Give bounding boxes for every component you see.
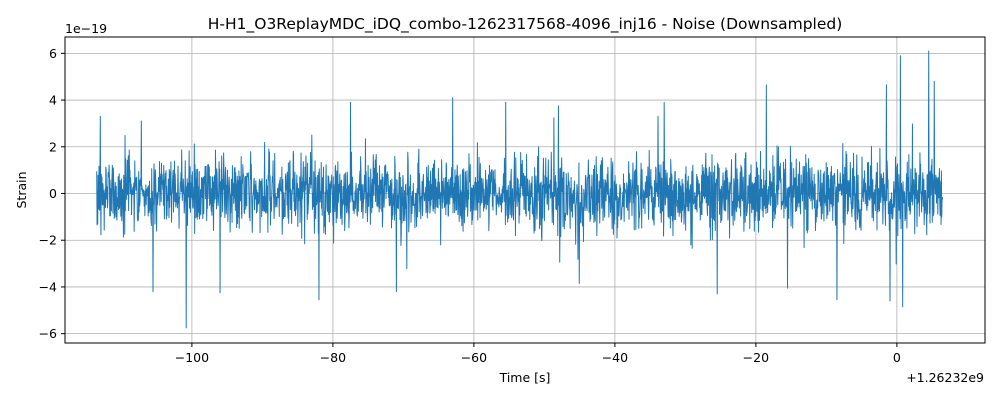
- chart-title: H-H1_O3ReplayMDC_iDQ_combo-1262317568-40…: [208, 15, 843, 34]
- y-tick-label: −6: [39, 326, 57, 341]
- x-axis-ticks: −100 −80 −60 −40 −20 0: [175, 343, 901, 365]
- y-tick-label: 4: [49, 93, 57, 108]
- x-axis-label: Time [s]: [499, 370, 551, 385]
- x-tick-label: −20: [743, 350, 769, 365]
- x-tick-label: −60: [461, 350, 487, 365]
- y-axis-ticks: −6 −4 −2 0 2 4 6: [39, 46, 65, 341]
- x-tick-label: 0: [893, 350, 901, 365]
- y-axis-scale-label: 1e−19: [65, 21, 107, 36]
- y-tick-label: 2: [49, 139, 57, 154]
- y-tick-label: −4: [39, 279, 57, 294]
- strain-series: [96, 50, 944, 329]
- x-axis-offset-label: +1.26232e9: [906, 370, 984, 385]
- y-tick-label: 6: [49, 46, 57, 61]
- y-axis-label: Strain: [14, 171, 29, 208]
- strain-line: [96, 50, 944, 329]
- y-tick-label: −2: [39, 233, 57, 248]
- plot-frame: [64, 36, 986, 344]
- x-tick-label: −80: [320, 350, 346, 365]
- y-tick-label: 0: [49, 186, 57, 201]
- x-tick-label: −40: [602, 350, 628, 365]
- x-tick-label: −100: [175, 350, 209, 365]
